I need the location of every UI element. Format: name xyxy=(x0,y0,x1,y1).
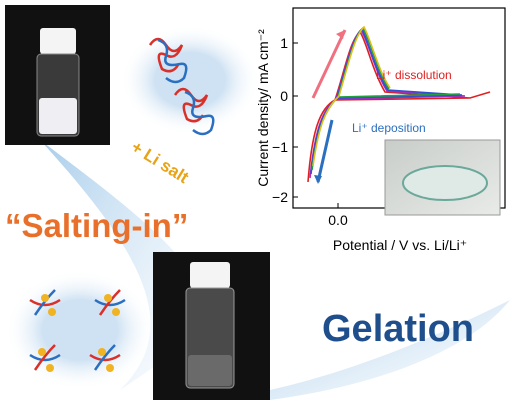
gel-photo xyxy=(384,139,501,216)
cv-curves xyxy=(307,25,491,183)
polymer-coils xyxy=(148,37,215,136)
y-tick-label: −2 xyxy=(272,189,288,205)
vial-photo-clear xyxy=(153,252,270,400)
vial-photo-turbid xyxy=(5,5,110,145)
glow xyxy=(5,270,155,390)
salting-in-label: “Salting-in” xyxy=(5,207,188,244)
y-tick-label: −1 xyxy=(272,139,288,155)
y-tick-label: 1 xyxy=(280,35,288,51)
annotation: Li⁺ dissolution xyxy=(376,68,452,82)
y-axis-label: Current density/ mA cm⁻² xyxy=(255,29,271,187)
x-axis-label: Potential / V vs. Li/Li⁺ xyxy=(333,237,467,253)
gelation-label: Gelation xyxy=(322,308,474,350)
annotation: Li⁺ deposition xyxy=(352,121,426,135)
cv-plot: 1 0 −1 −2 0.0 Current density/ mA cm⁻² P… xyxy=(255,7,506,253)
li-ions xyxy=(38,294,120,372)
y-tick-label: 0 xyxy=(280,88,288,104)
glow xyxy=(120,25,260,135)
swoosh xyxy=(270,300,510,400)
x-tick-label: 0.0 xyxy=(328,212,348,228)
li-salt-label: + Li salt xyxy=(128,137,192,187)
